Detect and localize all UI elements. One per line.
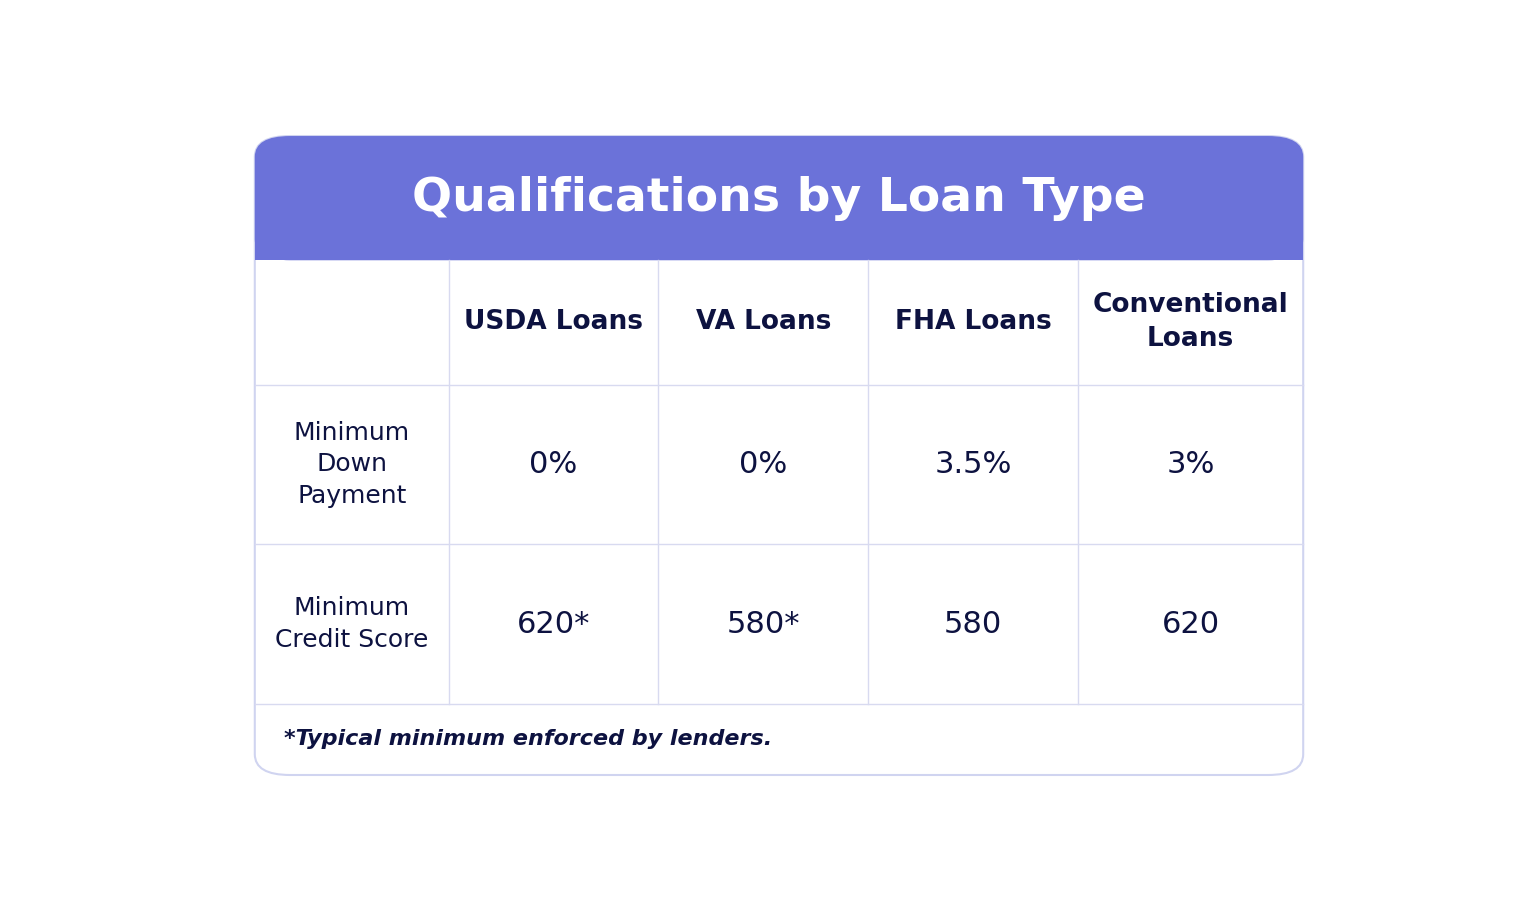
Text: Qualifications by Loan Type: Qualifications by Loan Type xyxy=(412,176,1146,221)
Text: Minimum
Credit Score: Minimum Credit Score xyxy=(275,596,429,652)
Text: VA Loans: VA Loans xyxy=(696,309,831,336)
Text: *Typical minimum enforced by lenders.: *Typical minimum enforced by lenders. xyxy=(284,730,772,750)
Text: USDA Loans: USDA Loans xyxy=(464,309,643,336)
Text: 580*: 580* xyxy=(727,610,800,639)
Text: 0%: 0% xyxy=(529,450,578,479)
Text: 620: 620 xyxy=(1161,610,1219,639)
Text: Minimum
Down
Payment: Minimum Down Payment xyxy=(293,421,410,508)
FancyBboxPatch shape xyxy=(255,136,1303,775)
FancyBboxPatch shape xyxy=(255,136,1303,261)
Text: 620*: 620* xyxy=(517,610,590,639)
Text: Conventional
Loans: Conventional Loans xyxy=(1093,292,1289,353)
Bar xyxy=(255,216,1303,261)
Text: 3.5%: 3.5% xyxy=(935,450,1012,479)
Text: 580: 580 xyxy=(944,610,1002,639)
Text: 0%: 0% xyxy=(739,450,787,479)
Text: 3%: 3% xyxy=(1166,450,1214,479)
Text: FHA Loans: FHA Loans xyxy=(895,309,1052,336)
